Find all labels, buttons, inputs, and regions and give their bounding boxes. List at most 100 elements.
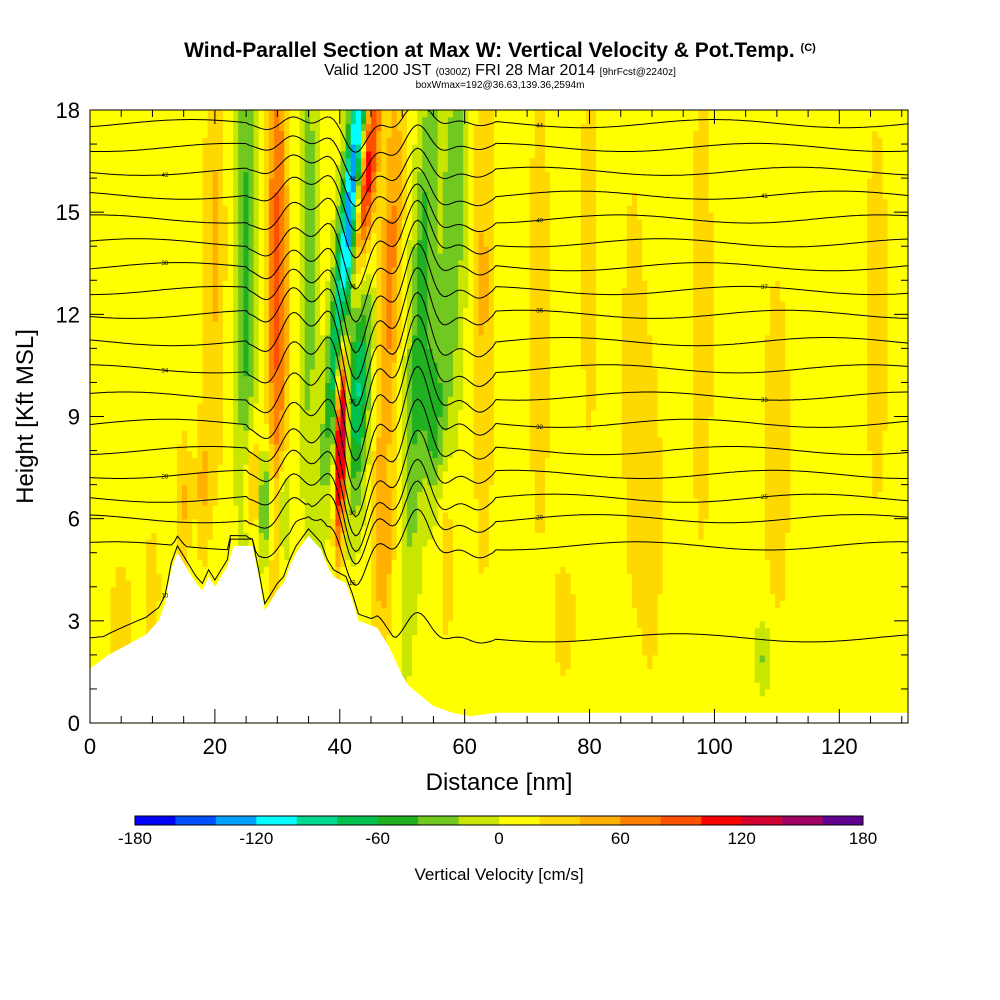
velocity-cell — [417, 525, 423, 533]
velocity-cell — [376, 518, 383, 527]
velocity-cell — [314, 539, 321, 547]
velocity-cell — [452, 545, 459, 554]
velocity-cell — [125, 593, 132, 601]
velocity-cell — [887, 668, 894, 676]
velocity-cell — [887, 593, 894, 601]
velocity-cell — [769, 614, 776, 622]
velocity-cell — [698, 695, 705, 704]
velocity-cell — [524, 627, 531, 636]
velocity-cell — [560, 688, 567, 697]
velocity-cell — [744, 695, 751, 704]
velocity-cell — [800, 573, 807, 581]
velocity-cell — [775, 641, 781, 649]
velocity-cell — [100, 641, 106, 649]
velocity-cell — [417, 532, 423, 540]
velocity-cell — [688, 573, 694, 581]
velocity-cell — [856, 634, 863, 642]
velocity-cell — [386, 545, 393, 554]
velocity-cell — [851, 525, 858, 533]
velocity-cell — [703, 532, 710, 540]
velocity-cell — [739, 566, 745, 574]
velocity-cell — [800, 648, 807, 656]
velocity-cell — [427, 511, 434, 520]
velocity-cell — [350, 532, 357, 540]
velocity-cell — [780, 654, 786, 663]
velocity-cell — [672, 627, 679, 636]
velocity-cell — [514, 620, 521, 629]
velocity-cell — [856, 566, 863, 574]
velocity-cell — [626, 559, 633, 567]
velocity-cell — [759, 654, 766, 663]
velocity-cell — [110, 648, 117, 656]
velocity-cell — [529, 702, 536, 710]
velocity-cell — [345, 511, 352, 520]
velocity-cell — [90, 573, 96, 581]
velocity-cell — [877, 539, 884, 547]
velocity-cell — [596, 518, 602, 527]
velocity-cell — [892, 661, 899, 670]
velocity-cell — [504, 600, 510, 608]
velocity-cell — [616, 675, 623, 683]
velocity-cell — [514, 532, 521, 540]
velocity-cell — [120, 627, 127, 636]
velocity-cell — [294, 539, 301, 547]
velocity-cell — [120, 579, 127, 588]
velocity-cell — [841, 614, 848, 622]
velocity-cell — [442, 688, 449, 697]
velocity-cell — [795, 668, 802, 676]
velocity-cell — [473, 552, 480, 561]
velocity-cell — [877, 518, 884, 527]
velocity-cell — [95, 505, 101, 513]
velocity-cell — [458, 695, 464, 704]
velocity-cell — [683, 532, 689, 540]
velocity-cell — [688, 566, 694, 574]
velocity-cell — [110, 539, 117, 547]
velocity-cell — [427, 600, 434, 608]
velocity-cell — [437, 654, 444, 663]
velocity-cell — [166, 545, 173, 554]
velocity-cell — [422, 600, 429, 608]
velocity-cell — [672, 593, 679, 601]
velocity-cell — [130, 518, 137, 527]
velocity-cell — [447, 511, 454, 520]
velocity-cell — [897, 552, 904, 561]
velocity-cell — [274, 525, 280, 533]
velocity-cell — [616, 661, 623, 670]
velocity-cell — [95, 566, 101, 574]
velocity-cell — [688, 654, 694, 663]
velocity-cell — [867, 682, 873, 690]
velocity-cell — [406, 573, 413, 581]
velocity-cell — [861, 627, 868, 636]
velocity-cell — [739, 593, 745, 601]
velocity-cell — [872, 688, 878, 697]
velocity-cell — [493, 641, 500, 649]
velocity-cell — [136, 518, 142, 527]
velocity-cell — [826, 573, 832, 581]
velocity-cell — [734, 552, 740, 561]
velocity-cell — [115, 593, 122, 601]
velocity-cell — [550, 654, 556, 663]
velocity-cell — [769, 518, 776, 527]
velocity-cell — [805, 593, 812, 601]
velocity-cell — [555, 593, 561, 601]
velocity-cell — [545, 545, 551, 554]
velocity-cell — [703, 614, 710, 622]
velocity-cell — [514, 634, 521, 642]
velocity-cell — [861, 695, 868, 704]
velocity-cell — [304, 525, 311, 533]
velocity-cell — [488, 518, 495, 527]
velocity-cell — [902, 511, 909, 520]
velocity-cell — [504, 573, 510, 581]
velocity-cell — [452, 682, 459, 690]
velocity-cell — [739, 607, 745, 615]
velocity-cell — [161, 559, 168, 567]
velocity-cell — [115, 614, 122, 622]
velocity-cell — [427, 545, 434, 554]
velocity-cell — [892, 702, 899, 710]
velocity-cell — [274, 559, 280, 567]
velocity-cell — [662, 593, 669, 601]
velocity-cell — [872, 648, 878, 656]
velocity-cell — [284, 545, 290, 554]
velocity-cell — [693, 552, 699, 561]
velocity-cell — [780, 559, 786, 567]
